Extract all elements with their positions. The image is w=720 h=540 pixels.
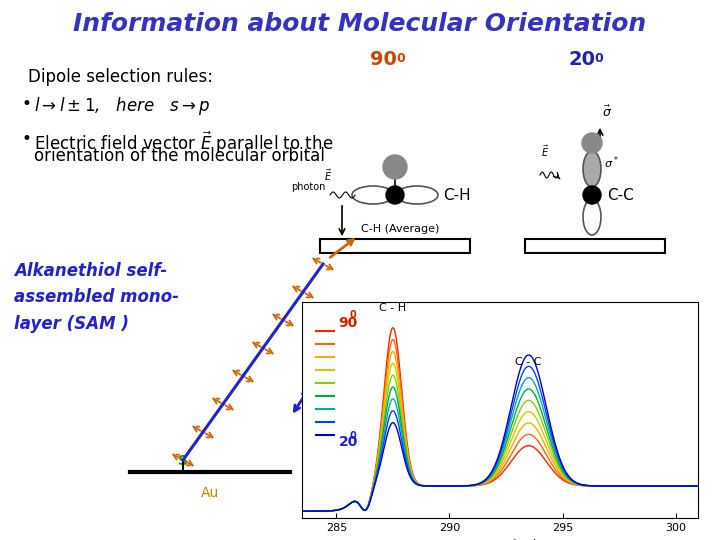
- Text: orientation of the molecular orbital: orientation of the molecular orbital: [34, 147, 325, 165]
- Text: 0: 0: [350, 431, 356, 441]
- Text: photon: photon: [291, 182, 325, 192]
- Text: 0: 0: [350, 310, 356, 320]
- Text: 0: 0: [396, 52, 405, 65]
- Text: S: S: [178, 454, 188, 468]
- Text: Au: Au: [201, 486, 219, 500]
- Text: •: •: [22, 95, 32, 113]
- Ellipse shape: [396, 186, 438, 204]
- Text: $\vec{E}$: $\vec{E}$: [324, 167, 332, 183]
- Bar: [320, 239, 470, 253]
- Text: 0: 0: [594, 52, 603, 65]
- Text: C-H: C-H: [443, 187, 471, 202]
- Circle shape: [582, 133, 602, 153]
- Bar: [525, 239, 665, 253]
- Text: C - H: C - H: [379, 303, 407, 313]
- Text: C-C: C-C: [607, 187, 634, 202]
- Text: Alkanethiol self-
assembled mono-
layer (SAM ): Alkanethiol self- assembled mono- layer …: [14, 262, 179, 333]
- Text: C-H (Average): C-H (Average): [361, 224, 439, 234]
- Text: •: •: [22, 130, 32, 148]
- Text: 90: 90: [338, 315, 358, 329]
- Ellipse shape: [583, 151, 601, 187]
- Circle shape: [583, 186, 601, 204]
- Text: 20: 20: [568, 50, 595, 69]
- Text: $l \rightarrow l\pm1$,   here   $s \rightarrow p$: $l \rightarrow l\pm1$, here $s \rightarr…: [34, 95, 210, 117]
- Text: Information about Molecular Orientation: Information about Molecular Orientation: [73, 12, 647, 36]
- Text: $\vec{E}$: $\vec{E}$: [541, 144, 549, 159]
- Text: 20: 20: [338, 435, 358, 449]
- X-axis label: Energy (eV): Energy (eV): [464, 539, 537, 540]
- Circle shape: [386, 186, 404, 204]
- Ellipse shape: [352, 186, 394, 204]
- Circle shape: [383, 155, 407, 179]
- Text: 90: 90: [370, 50, 397, 69]
- Text: C - C: C - C: [516, 357, 542, 367]
- Text: Electric field vector $\vec{E}$ parallel to the: Electric field vector $\vec{E}$ parallel…: [34, 130, 333, 157]
- Ellipse shape: [583, 199, 601, 235]
- Text: C-C (Average): C-C (Average): [315, 399, 392, 409]
- Text: $\sigma^*$: $\sigma^*$: [604, 154, 618, 171]
- Text: $\vec{\sigma}$: $\vec{\sigma}$: [602, 105, 612, 120]
- Text: Dipole selection rules:: Dipole selection rules:: [28, 68, 213, 86]
